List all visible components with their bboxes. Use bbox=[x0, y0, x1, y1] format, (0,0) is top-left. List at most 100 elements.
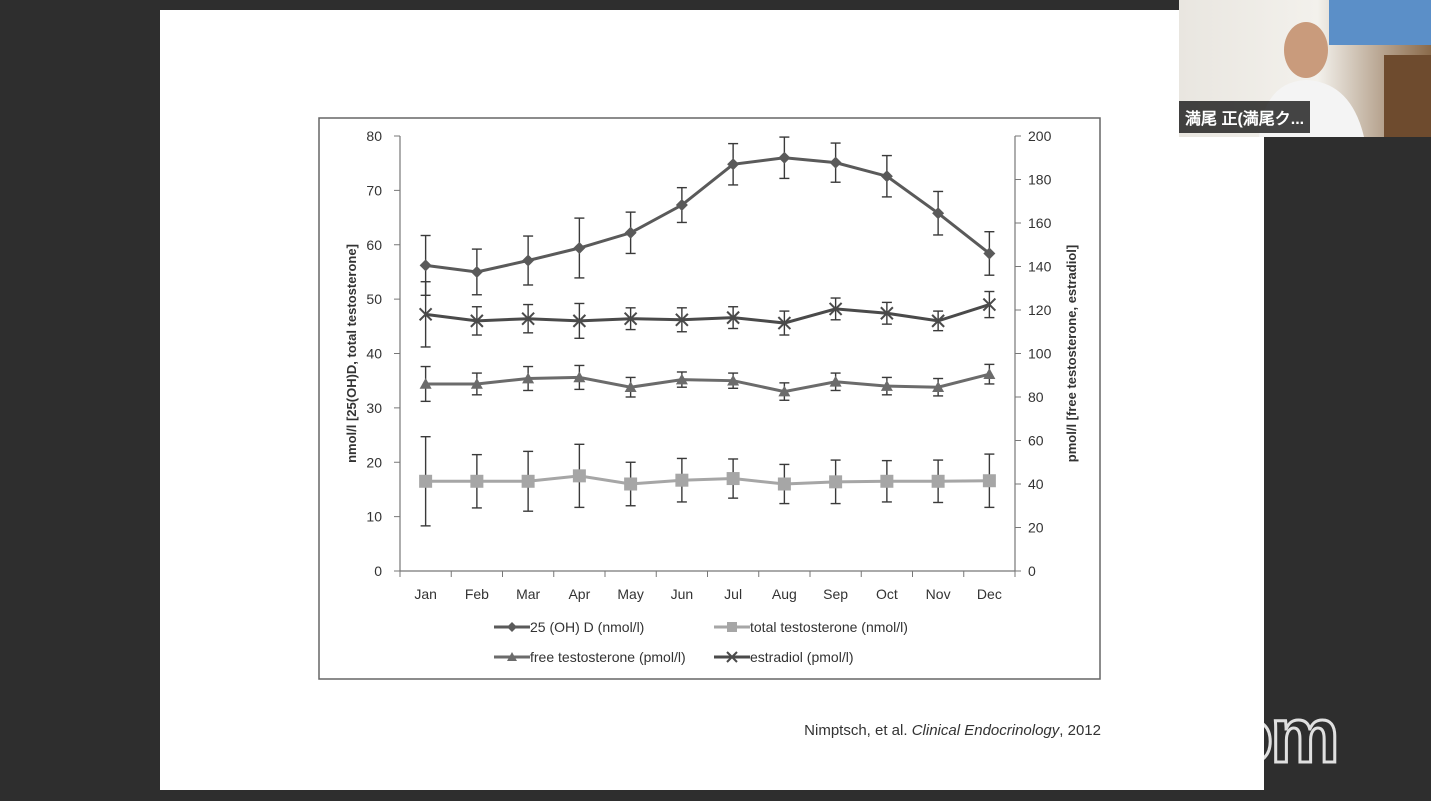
left-tick-label: 80 bbox=[366, 128, 382, 144]
data-point-series-2 bbox=[572, 469, 586, 483]
data-point-series-2 bbox=[624, 477, 638, 491]
data-point-series-4 bbox=[982, 297, 997, 312]
legend-marker bbox=[507, 652, 517, 661]
data-point-series-3 bbox=[932, 381, 945, 393]
data-point-series-1 bbox=[573, 242, 586, 255]
legend-label: total testosterone (nmol/l) bbox=[750, 619, 908, 635]
series-line-3 bbox=[425, 372, 990, 394]
data-point-series-1 bbox=[829, 156, 842, 169]
left-axis-title: nmol/l [25(OH)D, total testosterone] bbox=[344, 244, 359, 463]
data-point-series-4 bbox=[470, 314, 484, 328]
right-tick-label: 140 bbox=[1028, 259, 1052, 275]
data-point-series-2 bbox=[777, 477, 791, 491]
participant-name: 満尾 正(満尾ク... bbox=[1179, 101, 1311, 133]
right-tick-label: 160 bbox=[1028, 215, 1052, 231]
citation: Nimptsch, et al. Clinical Endocrinology,… bbox=[804, 722, 1101, 739]
data-point-series-1 bbox=[727, 158, 740, 171]
left-tick-label: 60 bbox=[366, 237, 382, 253]
right-tick-label: 100 bbox=[1028, 346, 1052, 362]
x-tick-label: Jun bbox=[671, 586, 694, 602]
x-tick-label: Mar bbox=[516, 586, 540, 602]
x-tick-label: Oct bbox=[876, 586, 898, 602]
data-point-series-1 bbox=[522, 254, 535, 267]
legend-label: estradiol (pmol/l) bbox=[750, 649, 853, 665]
data-point-series-1 bbox=[880, 170, 893, 183]
x-tick-label: Sep bbox=[823, 586, 848, 602]
left-tick-label: 40 bbox=[366, 346, 382, 362]
participant-video-tile[interactable]: 満尾 正(満尾ク... bbox=[1179, 0, 1431, 137]
legend-marker bbox=[726, 651, 738, 663]
x-tick-label: Feb bbox=[465, 586, 489, 602]
data-point-series-4 bbox=[726, 310, 740, 325]
data-point-series-3 bbox=[470, 377, 483, 389]
data-point-series-2 bbox=[931, 474, 945, 488]
data-point-series-1 bbox=[419, 259, 432, 272]
legend-label: 25 (OH) D (nmol/l) bbox=[530, 619, 644, 635]
legend-marker bbox=[507, 622, 517, 632]
chart: 0 10 20 30 40 50 60 70 80 0 20 40 60 80 100 120 140 160 18… bbox=[318, 117, 1101, 680]
data-point-series-4 bbox=[931, 314, 945, 328]
series-line-1 bbox=[425, 156, 991, 274]
data-point-series-3 bbox=[522, 372, 535, 384]
data-point-series-1 bbox=[932, 207, 945, 220]
data-point-series-3 bbox=[419, 377, 432, 389]
data-point-series-3 bbox=[624, 381, 637, 393]
data-point-series-3 bbox=[675, 373, 688, 385]
data-point-series-4 bbox=[828, 302, 843, 316]
data-point-series-2 bbox=[829, 475, 843, 489]
x-tick-label: Aug bbox=[772, 586, 797, 602]
data-point-series-3 bbox=[880, 380, 893, 391]
data-point-series-4 bbox=[675, 313, 689, 327]
data-point-series-2 bbox=[982, 474, 996, 488]
data-point-series-3 bbox=[778, 385, 791, 397]
right-tick-label: 180 bbox=[1028, 172, 1052, 188]
right-tick-label: 60 bbox=[1028, 433, 1044, 449]
data-point-series-4 bbox=[623, 311, 638, 326]
data-point-series-4 bbox=[880, 306, 894, 320]
data-point-series-1 bbox=[675, 199, 688, 212]
data-point-series-4 bbox=[418, 307, 433, 322]
data-point-series-2 bbox=[419, 474, 433, 488]
left-tick-label: 20 bbox=[366, 454, 382, 470]
right-tick-label: 80 bbox=[1028, 389, 1044, 405]
series-line-2 bbox=[425, 474, 990, 486]
data-point-series-1 bbox=[470, 265, 483, 278]
citation-year: , 2012 bbox=[1059, 722, 1101, 739]
right-axis-title: pmol/l [free testosterone, estradiol] bbox=[1064, 245, 1079, 462]
right-tick-label: 120 bbox=[1028, 302, 1052, 318]
right-tick-label: 200 bbox=[1028, 128, 1052, 144]
zoom-logo: zoom bbox=[1144, 690, 1342, 781]
data-point-series-2 bbox=[470, 474, 484, 488]
data-point-series-4 bbox=[572, 314, 587, 328]
data-point-series-4 bbox=[777, 316, 792, 330]
data-point-series-1 bbox=[983, 247, 996, 260]
x-tick-label: Jul bbox=[724, 586, 742, 602]
citation-journal: Clinical Endocrinology bbox=[911, 722, 1060, 739]
data-point-series-1 bbox=[624, 226, 637, 239]
left-tick-label: 10 bbox=[366, 509, 382, 525]
x-tick-label: Dec bbox=[977, 586, 1002, 602]
data-point-series-2 bbox=[880, 474, 894, 488]
series-line-4 bbox=[425, 303, 990, 325]
chart-frame bbox=[318, 117, 1101, 680]
left-tick-label: 70 bbox=[366, 182, 382, 198]
data-point-series-2 bbox=[521, 474, 535, 488]
right-tick-label: 0 bbox=[1028, 563, 1036, 579]
right-tick-label: 20 bbox=[1028, 520, 1044, 536]
left-tick-label: 0 bbox=[374, 563, 382, 579]
data-point-series-3 bbox=[983, 368, 996, 379]
data-point-series-2 bbox=[726, 472, 740, 486]
x-tick-label: Nov bbox=[926, 586, 951, 602]
data-point-series-2 bbox=[675, 473, 689, 487]
citation-authors: Nimptsch, et al. bbox=[804, 722, 908, 739]
data-point-series-4 bbox=[521, 311, 535, 326]
data-point-series-3 bbox=[727, 374, 740, 386]
slide: 0 10 20 30 40 50 60 70 80 0 20 40 60 80 100 120 140 160 18… bbox=[160, 10, 1264, 790]
x-tick-label: May bbox=[617, 586, 643, 602]
left-tick-label: 30 bbox=[366, 400, 382, 416]
right-tick-label: 40 bbox=[1028, 476, 1044, 492]
left-tick-label: 50 bbox=[366, 291, 382, 307]
data-point-series-3 bbox=[829, 375, 842, 387]
legend-marker bbox=[727, 622, 737, 632]
x-tick-label: Jan bbox=[414, 586, 437, 602]
